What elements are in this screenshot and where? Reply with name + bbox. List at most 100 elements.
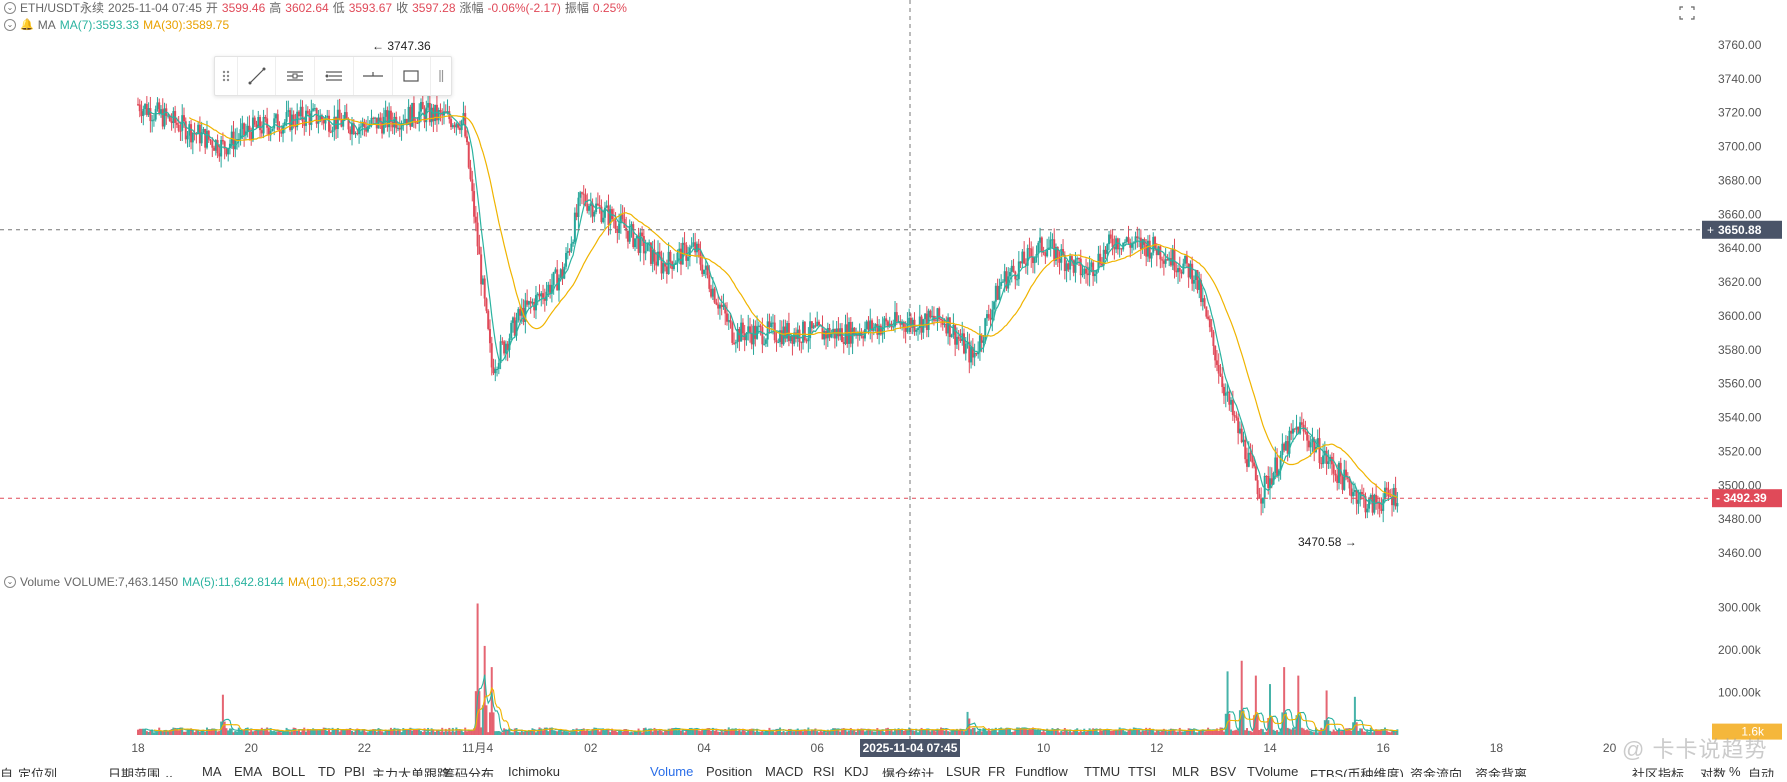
drawing-toolbar[interactable] (214, 56, 452, 96)
candle-body (1325, 450, 1328, 464)
indicator-button[interactable]: MACD (765, 767, 804, 777)
indicator-bar[interactable]: 自定位列 日期范围 ⌄ MA EMA BOLL TD PBI 主力大单跟踪 筹码分布 Ichimo… (0, 767, 1787, 777)
indicator-button[interactable]: LSUR (946, 767, 981, 777)
volume-bar (1155, 729, 1158, 735)
candle-body (803, 321, 806, 341)
indicator-button[interactable]: Volume (650, 767, 694, 777)
indicator-button[interactable]: 社区指标 (1632, 767, 1685, 777)
price-tick-label: 3720.00 (1718, 106, 1762, 120)
indicator-button[interactable]: PBI (344, 767, 365, 777)
volume-bar (313, 729, 316, 735)
indicator-button[interactable]: % (1729, 767, 1741, 777)
candle-body (455, 123, 458, 128)
ma-indicator-name[interactable]: MA (37, 18, 56, 32)
volume-bar (554, 730, 557, 735)
volume-bar (1177, 731, 1180, 735)
candle-body (1164, 259, 1167, 264)
volume-bar (1350, 730, 1353, 735)
candle-body (589, 203, 592, 207)
volume-bar (980, 731, 983, 735)
indicator-button[interactable]: BSV (1210, 767, 1237, 777)
candle-body (1182, 263, 1185, 274)
candle-body (483, 278, 486, 299)
indicator-button[interactable]: 资金背离 (1475, 767, 1528, 777)
bell-icon[interactable]: 🔔 (20, 19, 34, 31)
indicator-button[interactable]: 对数 (1700, 767, 1727, 777)
indicator-button[interactable]: MA (202, 767, 222, 777)
time-axis[interactable]: 18202211月4020406081012141618202025-11-04… (131, 739, 1617, 757)
indicator-button[interactable]: FR (988, 767, 1006, 777)
candle-body (1244, 439, 1247, 460)
candle-body (517, 309, 520, 321)
indicator-button[interactable]: 自 (0, 767, 14, 777)
volume-bar (603, 730, 606, 735)
candle-body (761, 327, 764, 345)
indicator-button[interactable]: 筹码分布 (442, 767, 495, 777)
indicator-button[interactable]: 自动 (1748, 767, 1775, 777)
volume-bar (320, 729, 323, 735)
indicator-button[interactable]: 资金流向 (1410, 767, 1463, 777)
indicator-button[interactable]: 主力大单跟踪 (372, 767, 451, 777)
volume-bar (860, 728, 863, 735)
candle-body (354, 133, 357, 135)
volume-bar (244, 728, 247, 735)
candle-body (699, 251, 702, 265)
candle-body (481, 278, 484, 285)
candle-body (538, 293, 541, 297)
indicator-button[interactable]: EMA (234, 767, 263, 777)
volume-bar (943, 730, 946, 735)
candle-body (266, 118, 269, 128)
indicator-button[interactable]: Fundflow (1015, 767, 1068, 777)
more-icon[interactable] (431, 57, 451, 95)
volume-bar (1173, 729, 1176, 735)
volume-bar (1044, 732, 1047, 735)
indicator-button[interactable]: TTSI (1128, 767, 1157, 777)
volume-bar (1088, 728, 1091, 735)
fullscreen-icon[interactable] (1679, 6, 1695, 20)
indicator-button[interactable]: TTMU (1084, 767, 1121, 777)
horizontal-ray-icon[interactable] (354, 57, 393, 95)
multi-line-icon[interactable] (315, 57, 354, 95)
chevron-down-icon[interactable]: ⌄ (4, 19, 16, 31)
indicator-button[interactable]: MLR (1172, 767, 1200, 777)
indicator-button[interactable]: Ichimoku (508, 767, 561, 777)
chevron-down-icon[interactable]: ⌄ (4, 2, 16, 14)
volume-bar (685, 729, 688, 735)
volume-indicator-name[interactable]: Volume (20, 575, 61, 589)
indicator-button[interactable]: TD (318, 767, 336, 777)
volume-bar (1233, 730, 1236, 735)
indicator-button[interactable]: FTBS(币种维度) (1310, 767, 1404, 777)
indicator-button[interactable]: 日期范围 ⌄ (108, 767, 175, 777)
volume-bar (678, 728, 681, 735)
volume-bar (665, 730, 668, 735)
indicator-button[interactable]: BOLL (272, 767, 306, 777)
parallel-channel-icon[interactable] (276, 57, 316, 95)
rectangle-icon[interactable] (393, 57, 432, 95)
indicator-button[interactable]: KDJ (844, 767, 869, 777)
indicator-button[interactable]: 爆仓统计 (882, 767, 935, 777)
candle-body (628, 226, 631, 242)
volume-axis[interactable]: 300.00k 200.00k 100.00k 1.6k (1712, 601, 1782, 740)
candle-body (657, 251, 660, 266)
volume-tick-label: 300.00k (1718, 601, 1762, 615)
price-axis[interactable]: 3760.00 3740.00 3720.00 3700.00 3680.00 3660.… (1702, 38, 1782, 560)
volume-bar (1256, 715, 1259, 735)
volume-bar (441, 727, 444, 735)
volume-bar (1095, 728, 1098, 735)
candle-body (137, 104, 139, 106)
indicator-button[interactable]: TVolume (1247, 767, 1299, 777)
volume-bar (303, 727, 306, 735)
chevron-down-icon[interactable]: ⌄ (4, 576, 16, 588)
indicator-button[interactable]: Position (706, 767, 753, 777)
grip-icon[interactable] (215, 57, 238, 95)
volume-bar (812, 730, 815, 735)
indicator-button[interactable]: RSI (813, 767, 835, 777)
volume-bar (1162, 728, 1165, 735)
indicator-button[interactable]: 定位列 (18, 767, 58, 777)
volume-bar (349, 728, 352, 735)
volume-bar (683, 732, 686, 735)
trend-line-icon[interactable] (238, 57, 277, 95)
volume-bar (736, 730, 739, 735)
